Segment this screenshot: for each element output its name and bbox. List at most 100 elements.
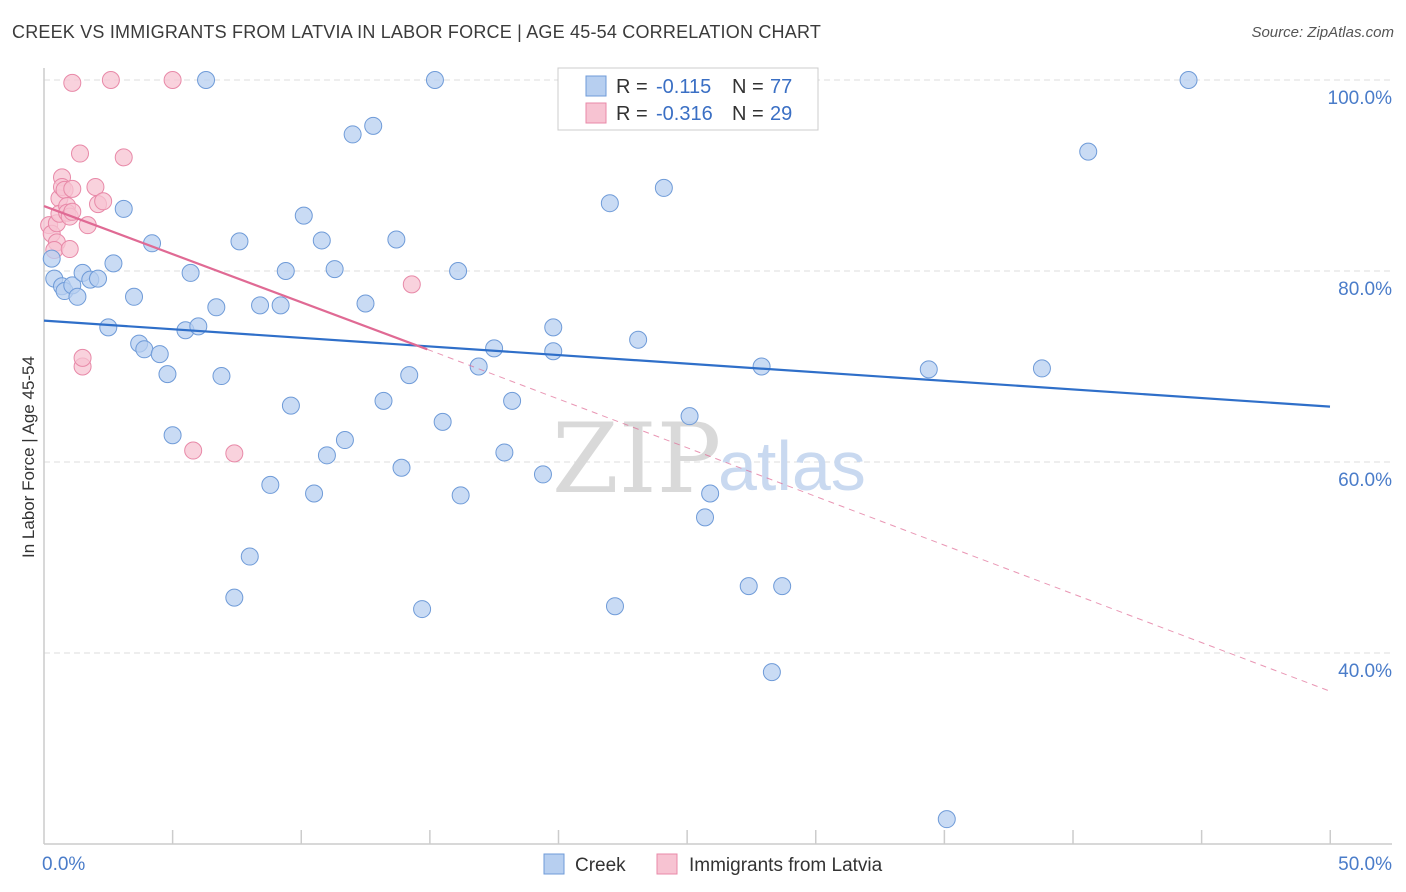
series-legend-swatch-latvia [656,853,678,875]
creek-point-23 [207,298,226,317]
creek-point-40 [356,294,375,313]
latvia-point-15 [63,179,82,198]
legend-r-label-creek: R = [616,76,648,98]
gridlines [44,79,1392,654]
creek-point-26 [230,232,249,251]
creek-point-69 [752,357,771,376]
creek-point-11 [114,199,133,218]
latvia-points [40,71,421,463]
series-legend-label-latvia: Immigrants from Latvia [689,855,883,876]
latvia-point-27 [184,441,203,460]
creek-point-62 [654,178,673,197]
creek-point-60 [605,597,624,616]
creek-point-35 [312,231,331,250]
y-tick-label-100: 100.0% [1328,88,1393,109]
creek-point-34 [305,484,324,503]
creek-point-71 [773,577,792,596]
creek-point-37 [325,260,344,279]
creek-point-47 [425,71,444,89]
source-credit: Source: ZipAtlas.com [1251,24,1394,41]
creek-point-75 [1079,142,1098,161]
creek-point-61 [629,330,648,349]
y-tick-label-60: 60.0% [1338,470,1392,491]
creek-point-8 [89,269,108,288]
latvia-point-21 [86,177,105,196]
watermark-atlas: atlas [718,427,866,505]
creek-point-49 [449,262,468,280]
creek-point-31 [276,262,295,280]
legend-r-value-latvia: -0.316 [656,103,713,125]
latvia-trend-line [43,205,428,351]
creek-point-17 [158,365,177,384]
creek-point-72 [919,360,938,379]
legend-n-value-latvia: 29 [770,103,792,125]
creek-point-25 [225,588,244,607]
creek-point-54 [503,391,522,410]
latvia-point-13 [60,240,79,259]
x-ticks [171,830,1332,844]
creek-point-22 [197,71,216,89]
creek-point-24 [212,367,231,386]
latvia-point-16 [63,73,82,92]
stats-legend: R = -0.115 N = 77 R = -0.316 N = 29 [557,67,819,131]
creek-point-45 [400,366,419,385]
axes [43,68,1392,845]
legend-n-label-latvia: N = [732,103,764,125]
creek-point-42 [374,391,393,410]
creek-point-12 [125,287,144,306]
creek-point-10 [104,254,123,273]
creek-point-55 [533,465,552,484]
legend-swatch-creek [585,75,607,97]
creek-point-70 [762,663,781,682]
y-tick-label-40: 40.0% [1338,661,1392,682]
creek-point-36 [317,446,336,465]
legend-r-label-latvia: R = [616,103,648,125]
legend-r-value-creek: -0.115 [656,76,711,98]
creek-point-63 [680,407,699,426]
y-axis-title: In Labor Force | Age 45-54 [19,356,38,558]
creek-point-48 [433,412,452,431]
creek-point-29 [261,475,280,494]
creek-point-57 [544,342,563,361]
creek-point-0 [42,249,61,268]
creek-point-56 [544,318,563,337]
creek-point-39 [343,125,362,144]
creek-point-33 [294,206,313,225]
creek-point-76 [1179,71,1198,89]
y-tick-labels: 40.0% 60.0% 80.0% 100.0% [1328,88,1393,682]
creek-point-59 [600,194,619,213]
legend-swatch-latvia [585,102,607,124]
latvia-point-17 [71,144,90,163]
latvia-point-26 [163,71,182,89]
creek-point-18 [163,426,182,445]
creek-point-64 [696,508,715,527]
creek-point-73 [937,810,956,829]
creek-point-9 [99,318,118,337]
creek-point-46 [413,600,432,619]
creek-point-52 [485,339,504,358]
creek-point-50 [451,486,470,505]
creek-point-32 [281,396,300,415]
series-legend-swatch-creek [543,853,565,875]
latvia-point-28 [225,444,244,463]
creek-point-20 [181,263,200,282]
series-legend: Creek Immigrants from Latvia [543,853,883,876]
latvia-trend-extension [427,348,1331,692]
x-tick-label-min: 0.0% [42,854,85,875]
creek-point-30 [271,296,290,315]
creek-point-38 [335,431,354,450]
chart-title: CREEK VS IMMIGRANTS FROM LATVIA IN LABOR… [12,22,822,42]
latvia-point-19 [73,348,92,367]
trend-lines [43,205,1331,692]
creek-point-44 [392,458,411,477]
x-tick-label-max: 50.0% [1338,854,1392,875]
creek-point-53 [495,443,514,462]
legend-n-value-creek: 77 [770,76,792,98]
creek-trend-line [43,319,1331,408]
creek-point-68 [739,577,758,596]
legend-n-label-creek: N = [732,76,764,98]
creek-point-74 [1032,359,1051,378]
latvia-point-23 [94,192,113,211]
creek-point-65 [701,484,720,503]
